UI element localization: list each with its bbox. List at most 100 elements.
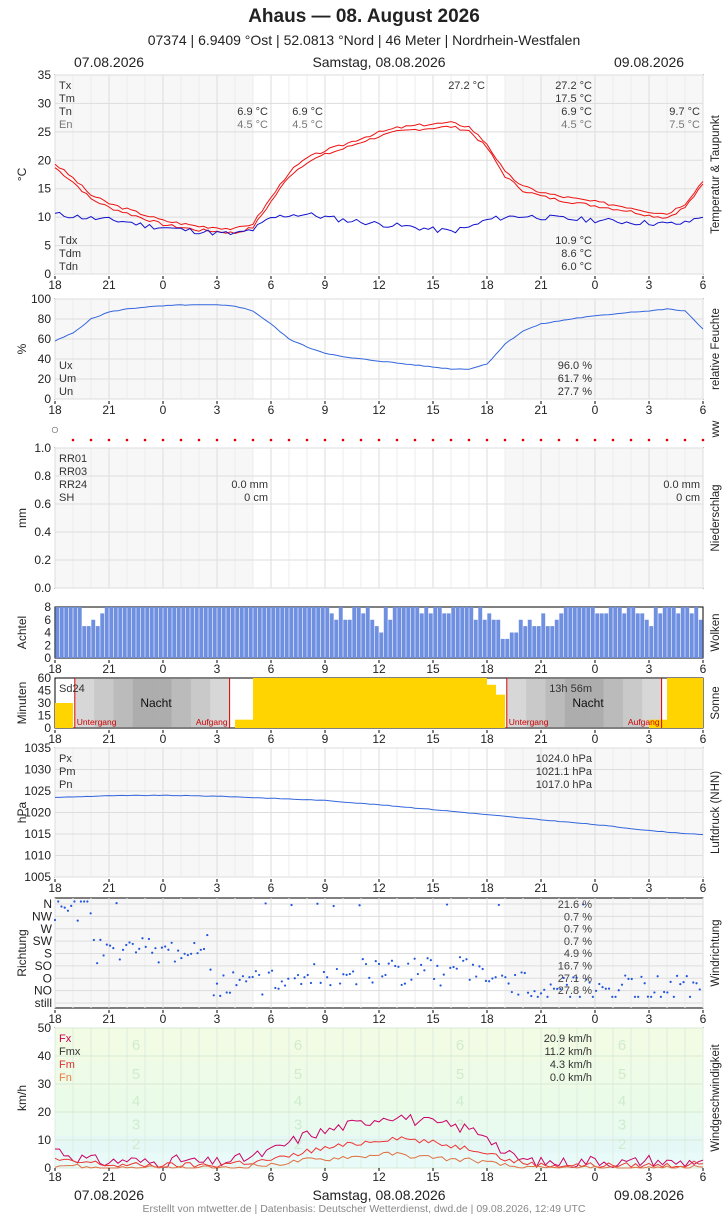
wind-ytick: 0: [44, 1161, 51, 1175]
precip-legend-sh: SH: [59, 492, 74, 504]
cloud-bar: [352, 607, 357, 658]
wind-xtick: 6: [268, 1170, 275, 1184]
cloud-bar: [109, 607, 114, 658]
humidity-xtick: 21: [102, 403, 116, 417]
temp-ytick: 15: [38, 182, 52, 196]
wind-axis-label: km/h: [15, 1085, 29, 1111]
precip-annot-day2-sh: 0 cm: [676, 492, 700, 504]
cloud-bar: [644, 619, 649, 658]
wind-annot-fm: 4.3 km/h: [550, 1059, 592, 1071]
cloud-bar: [77, 607, 82, 658]
winddir-point: [254, 970, 257, 973]
winddir-point: [462, 959, 465, 962]
temp-legend-tx: Tx: [59, 80, 72, 92]
pressure-xtick: 18: [48, 881, 62, 895]
winddir-point: [445, 903, 449, 906]
ww-marker: [359, 438, 363, 442]
ww-marker: [665, 438, 669, 442]
winddir-point: [125, 943, 128, 947]
wind-beaufort-label: 5: [456, 1066, 464, 1083]
sun-xtick: 18: [48, 732, 62, 746]
winddir-point: [173, 960, 176, 963]
winddir-point: [384, 973, 387, 977]
wind-beaufort-label: 2: [132, 1136, 140, 1153]
sunrise-label: Aufgang: [196, 717, 228, 727]
winddir-point: [504, 976, 507, 979]
winddir-point: [591, 995, 594, 998]
cloud-bar: [334, 619, 339, 658]
humidity-legend-ux: Ux: [59, 360, 73, 372]
clouds-xtick: 3: [214, 662, 221, 676]
winddir-point: [400, 983, 403, 987]
winddir-point: [89, 912, 92, 915]
winddir-point: [309, 981, 313, 985]
cloud-bar: [86, 626, 91, 658]
sun-xtick: 3: [214, 732, 221, 746]
cloud-bar: [379, 632, 384, 658]
winddir-point: [157, 961, 160, 964]
sun-night-2-shade: [545, 679, 566, 727]
cloud-bar: [104, 607, 109, 658]
cloud-bar: [257, 607, 262, 658]
dew-annot-tdx: 10.9 °C: [555, 235, 592, 247]
winddir-point: [348, 972, 351, 976]
clouds-xtick: 9: [322, 662, 329, 676]
cloud-bar: [343, 619, 348, 658]
cloud-bar: [262, 607, 267, 658]
winddir-point: [403, 982, 407, 985]
cloud-bar: [235, 607, 240, 658]
winddir-point: [209, 968, 212, 971]
precip-side-label: Niederschlag: [710, 484, 722, 551]
clouds-xtick: 0: [160, 662, 167, 676]
winddir-point: [245, 980, 248, 983]
pressure-ytick: 1020: [24, 806, 51, 820]
sun-night-2-shade: [622, 679, 643, 727]
wind-beaufort-label: 4: [294, 1093, 302, 1110]
precip-legend-rr01: RR01: [59, 453, 87, 465]
winddir-point: [488, 980, 491, 983]
dewpoint-line: [54, 211, 704, 236]
winddir-point: [228, 991, 232, 994]
winddir-point: [57, 900, 60, 903]
date-left-top: 07.08.2026: [74, 54, 145, 70]
temp-xtick: 18: [48, 278, 62, 292]
cloud-bar: [316, 607, 321, 658]
cloud-bar: [473, 619, 478, 658]
cloud-bar: [73, 607, 78, 658]
ww-marker: [179, 438, 183, 442]
winddir-annot-sw: 0.7 %: [564, 936, 592, 948]
humidity-xtick: 12: [372, 403, 386, 417]
pressure-xtick: 12: [372, 881, 386, 895]
wind-beaufort-label: 2: [456, 1136, 464, 1153]
winddir-point: [423, 969, 426, 972]
sun-xtick: 0: [592, 732, 599, 746]
cloud-bar: [509, 632, 514, 658]
precip-ytick: 0.6: [34, 497, 51, 511]
wind-beaufort-label: 6: [618, 1037, 626, 1054]
humidity-ytick: 20: [38, 372, 52, 386]
wind-beaufort-label: 2: [294, 1136, 302, 1153]
ww-marker: [413, 438, 417, 442]
cloud-bar: [658, 613, 663, 658]
clouds-xtick: 15: [426, 662, 440, 676]
cloud-bar: [410, 607, 415, 658]
winddir-point: [475, 975, 478, 978]
sun-xtick: 6: [700, 732, 707, 746]
date-right-bottom: 09.08.2026: [614, 1187, 685, 1203]
wind-xtick: 18: [480, 1170, 494, 1184]
cloud-bar: [230, 607, 235, 658]
wind-beaufort-label: 5: [132, 1066, 140, 1083]
ww-marker: [593, 438, 597, 442]
pressure-line: [55, 794, 704, 836]
cloud-bar: [68, 607, 73, 658]
winddir-point: [222, 974, 225, 977]
humidity-xtick: 21: [534, 403, 548, 417]
cloud-bar: [698, 619, 703, 658]
wind-beaufort-label: 5: [294, 1066, 302, 1083]
winddir-point: [300, 982, 303, 986]
sun-xtick: 21: [534, 732, 548, 746]
wind-beaufort-label: 4: [132, 1093, 140, 1110]
cloud-bar: [392, 607, 397, 658]
temp-annot-right-en: 7.5 °C: [669, 119, 700, 131]
winddir-point: [611, 995, 614, 998]
